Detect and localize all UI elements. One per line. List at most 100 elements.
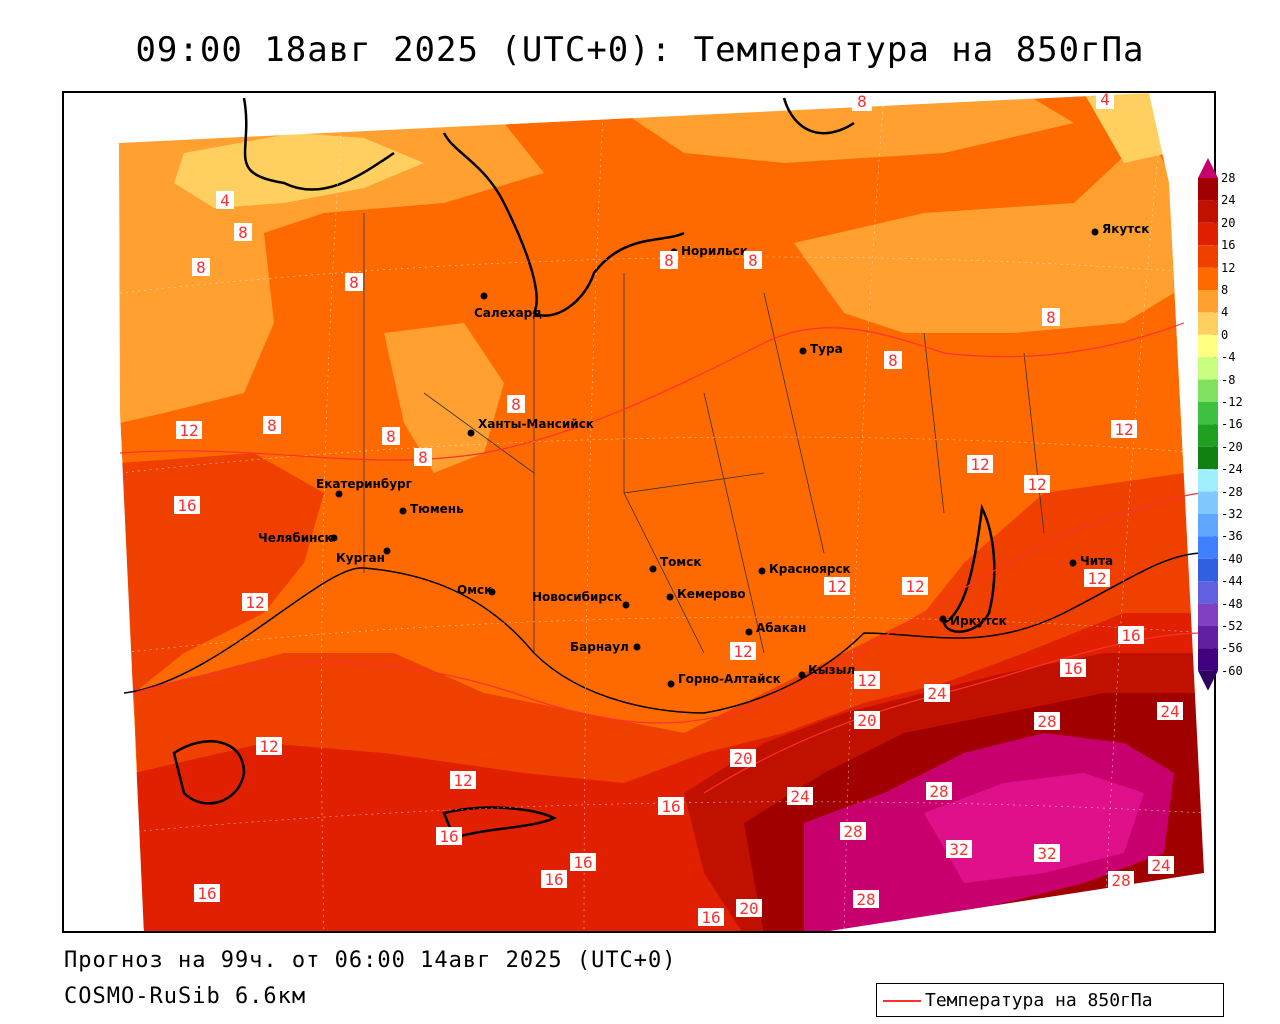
svg-text:24: 24 [790, 787, 809, 806]
contour-label: 12 [242, 593, 268, 612]
contour-label: 24 [924, 684, 950, 703]
svg-text:24: 24 [1160, 702, 1179, 721]
city-marker [649, 565, 657, 573]
colorbar-tick-label: 16 [1221, 238, 1236, 253]
svg-text:16: 16 [1063, 659, 1082, 678]
svg-text:12: 12 [453, 771, 472, 790]
svg-text:8: 8 [267, 416, 277, 435]
forecast-info: Прогноз на 99ч. от 06:00 14авг 2025 (UTC… [64, 948, 677, 973]
city-marker [480, 292, 488, 300]
aral [172, 740, 246, 805]
contour-label: 12 [450, 771, 476, 790]
colorbar-segment [1198, 469, 1218, 492]
colorbar-tick-label: -44 [1221, 574, 1243, 589]
city-label: Норильск [681, 244, 748, 258]
colorbar-segment [1198, 290, 1218, 313]
contour-label: 16 [658, 797, 684, 816]
isotherm [133, 492, 1205, 724]
contour-label: 20 [736, 899, 762, 918]
contour-label: 16 [541, 870, 567, 889]
colorbar-tick-label: -16 [1221, 417, 1243, 432]
contour-label: 24 [1148, 856, 1174, 875]
city-marker [335, 490, 343, 498]
colorbar-segment [1198, 178, 1218, 201]
contour-label: 8 [234, 223, 252, 242]
colorbar-segment [1198, 446, 1218, 470]
city-label: Омск [457, 583, 492, 597]
svg-text:8: 8 [748, 251, 758, 270]
svg-text:8: 8 [418, 448, 428, 467]
contour-label: 16 [1118, 626, 1144, 645]
colorbar-tick-label: -32 [1221, 507, 1243, 521]
svg-text:16: 16 [197, 884, 216, 903]
colorbar-tick-label: -48 [1221, 596, 1243, 611]
zone-4-arctic [174, 133, 424, 208]
colorbar-tick-label: -56 [1221, 641, 1243, 656]
colorbar-segment [1198, 334, 1218, 358]
city-marker [799, 347, 807, 355]
legend: Температура на 850гПа [876, 983, 1224, 1017]
contour-label: 16 [570, 853, 596, 872]
svg-text:8: 8 [888, 351, 898, 370]
svg-text:8: 8 [238, 223, 248, 242]
chart-title: 09:00 18авг 2025 (UTC+0): Температура на… [135, 30, 1145, 70]
svg-text:12: 12 [827, 577, 846, 596]
model-name: COSMO-RuSib 6.6км [64, 984, 307, 1009]
svg-text:28: 28 [1037, 712, 1056, 731]
svg-text:12: 12 [1027, 475, 1046, 494]
svg-text:8: 8 [196, 258, 206, 277]
border-south [123, 552, 1205, 714]
contour-label: 28 [853, 890, 879, 909]
contour-label: 8 [345, 273, 363, 292]
svg-text:12: 12 [970, 455, 989, 474]
colorbar-segment [1198, 514, 1218, 537]
city-label: Челябинск [258, 531, 333, 545]
legend-label: Температура на 850гПа [925, 990, 1153, 1011]
balkhash [442, 806, 557, 840]
contour-label: 24 [787, 787, 813, 806]
colorbar-tick-label: -60 [1221, 663, 1243, 678]
city-label: Тура [810, 342, 843, 356]
contour-label: 8 [414, 448, 432, 467]
contour-label: 8 [382, 427, 400, 446]
svg-text:16: 16 [573, 853, 592, 872]
svg-text:12: 12 [1087, 569, 1106, 588]
city-label: Барнаул [570, 640, 629, 654]
svg-text:8: 8 [857, 93, 867, 111]
city-marker [798, 671, 806, 679]
city-marker [622, 601, 630, 609]
contour-label: 12 [176, 421, 202, 440]
city-marker [1069, 559, 1077, 567]
colorbar-tick-label: -28 [1221, 484, 1243, 499]
svg-text:28: 28 [1111, 871, 1130, 890]
contour-label: 28 [926, 782, 952, 801]
city-marker [667, 680, 675, 688]
contour-labels: 8 4 4 8 8 8 8 8 8 8 8 8 8 12 16 12 12 12… [174, 93, 1183, 927]
svg-text:24: 24 [1151, 856, 1170, 875]
contour-label: 8 [192, 258, 210, 277]
colorbar-segment [1198, 200, 1218, 223]
contour-label: 12 [1111, 420, 1137, 439]
colorbar-segment [1198, 536, 1218, 559]
colorbar-tick-label: -24 [1221, 462, 1243, 477]
svg-text:28: 28 [843, 822, 862, 841]
city-marker [633, 643, 641, 651]
svg-text:20: 20 [739, 899, 758, 918]
svg-text:16: 16 [439, 827, 458, 846]
city-marker [1091, 228, 1099, 236]
svg-text:16: 16 [177, 496, 196, 515]
zone-8-yakutia [794, 133, 1174, 333]
colorbar-tick-label: -20 [1221, 439, 1243, 454]
legend-line [883, 1000, 921, 1002]
contour-label: 8 [263, 416, 281, 435]
colorbar-segment [1198, 245, 1218, 268]
contour-label: 32 [946, 840, 972, 859]
svg-text:20: 20 [857, 711, 876, 730]
city-label: Салехард [474, 306, 542, 320]
cities: Якутск Норильск Салехард Тура Ханты-Манс… [258, 222, 1149, 688]
city-marker [399, 507, 407, 515]
colorbar-top-arrow [1198, 158, 1218, 178]
contour-label: 12 [967, 455, 993, 474]
contour-label: 12 [1024, 475, 1050, 494]
contour-label: 4 [1096, 93, 1114, 109]
